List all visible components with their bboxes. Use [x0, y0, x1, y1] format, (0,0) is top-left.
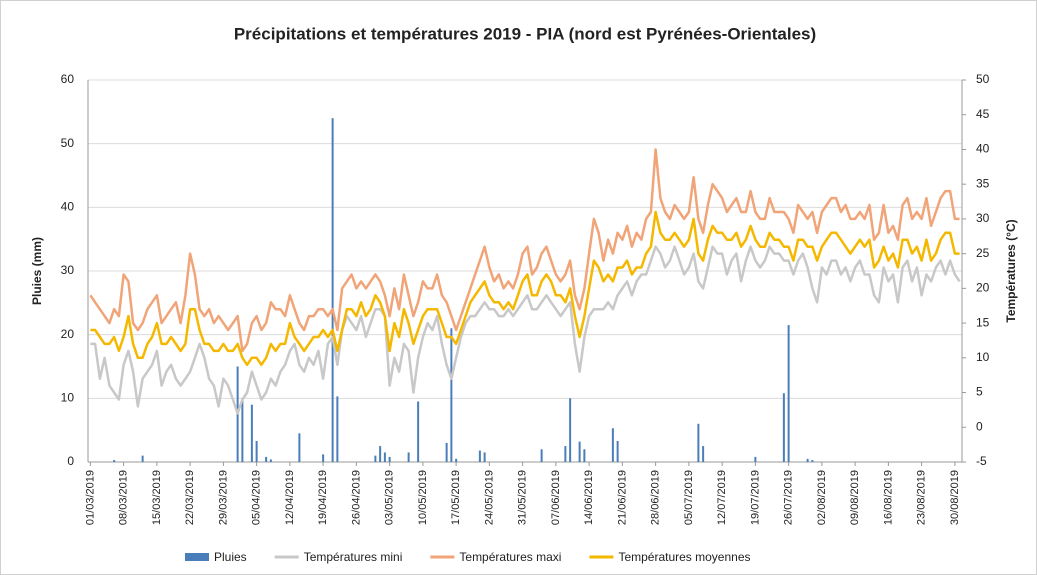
x-tick-label: 02/08/2019	[816, 470, 828, 525]
x-tick-label: 21/06/2019	[616, 470, 628, 525]
x-tick-label: 05/04/2019	[251, 470, 263, 525]
x-tick-label: 29/03/2019	[217, 470, 229, 525]
rain-bar	[331, 118, 334, 462]
y-tick-label: 0	[67, 454, 74, 468]
rain-bar	[250, 404, 253, 462]
rain-bar	[611, 428, 614, 462]
y2-tick-label: 10	[976, 350, 990, 364]
x-tick-label: 14/06/2019	[583, 470, 595, 525]
x-tick-label: 23/08/2019	[916, 470, 928, 525]
rain-bar	[782, 393, 785, 462]
rain-bar	[407, 452, 410, 462]
rain-bar	[445, 442, 448, 462]
x-tick-label: 08/03/2019	[118, 470, 130, 525]
y-tick-label: 60	[61, 72, 75, 86]
y-tick-label: 40	[61, 200, 75, 214]
rain-bar	[322, 454, 325, 462]
x-tick-label: 19/07/2019	[749, 470, 761, 525]
y-tick-label: 30	[61, 263, 75, 277]
x-tick-label: 19/04/2019	[317, 470, 329, 525]
legend-label: Températures moyennes	[618, 550, 750, 564]
rain-bar	[540, 449, 543, 462]
x-tick-label: 16/08/2019	[882, 470, 894, 525]
x-tick-label: 26/07/2019	[783, 470, 795, 525]
y2-tick-label: -5	[976, 454, 987, 468]
rain-bar	[383, 452, 386, 462]
y2-tick-label: 15	[976, 315, 990, 329]
x-tick-label: 22/03/2019	[184, 470, 196, 525]
rain-bar	[265, 456, 268, 462]
rain-bar	[450, 328, 453, 462]
rain-bar	[298, 433, 301, 462]
rain-bar	[269, 459, 272, 462]
y2-tick-label: 5	[976, 385, 983, 399]
x-tick-label: 26/04/2019	[350, 470, 362, 525]
legend-swatch	[185, 553, 209, 561]
rain-bar	[417, 401, 420, 462]
x-tick-label: 30/08/2019	[949, 470, 961, 525]
x-tick-label: 03/05/2019	[384, 470, 396, 525]
x-tick-label: 24/05/2019	[483, 470, 495, 525]
rain-bar	[564, 446, 567, 462]
y-tick-label: 50	[61, 136, 75, 150]
x-tick-label: 01/03/2019	[84, 470, 96, 525]
rain-bar	[702, 446, 705, 462]
rain-bar	[141, 455, 144, 462]
rain-bar	[806, 458, 809, 462]
temperature-line	[90, 210, 960, 367]
rain-bar	[336, 396, 339, 462]
x-tick-label: 15/03/2019	[151, 470, 163, 525]
rain-bar	[787, 325, 790, 462]
legend-label: Températures mini	[304, 550, 403, 564]
rain-bar	[113, 460, 116, 462]
temperature-line	[90, 245, 961, 415]
y2-tick-label: 0	[976, 419, 983, 433]
rain-bar	[616, 440, 619, 462]
rain-bar	[811, 460, 814, 462]
y-axis-label: Pluies (mm)	[30, 237, 44, 305]
rain-bar	[241, 398, 244, 462]
rain-bar	[255, 440, 258, 462]
rain-bar	[374, 455, 377, 462]
y2-tick-label: 20	[976, 281, 990, 295]
legend-label: Températures maxi	[459, 550, 561, 564]
rain-bar	[569, 398, 572, 462]
y-tick-label: 10	[61, 391, 75, 405]
rain-bar	[583, 449, 586, 462]
rain-bar	[483, 452, 486, 462]
y2-tick-label: 45	[976, 107, 990, 121]
rain-bar	[754, 456, 757, 462]
rain-bar	[578, 441, 581, 462]
rain-bar	[388, 456, 391, 462]
rain-bar	[455, 458, 458, 462]
y-tick-label: 20	[61, 327, 75, 341]
rain-bar	[478, 450, 481, 462]
x-tick-label: 12/04/2019	[284, 470, 296, 525]
x-tick-label: 05/07/2019	[683, 470, 695, 525]
x-tick-label: 31/05/2019	[517, 470, 529, 525]
x-tick-label: 07/06/2019	[550, 470, 562, 525]
x-tick-label: 09/08/2019	[849, 470, 861, 525]
x-tick-label: 10/05/2019	[417, 470, 429, 525]
y2-tick-label: 30	[976, 211, 990, 225]
rain-bar	[379, 446, 382, 462]
legend-label: Pluies	[214, 550, 247, 564]
y2-axis-label: Températures (°C)	[1004, 219, 1018, 322]
y2-tick-label: 25	[976, 246, 990, 260]
y2-tick-label: 35	[976, 176, 990, 190]
temperature-line	[89, 148, 960, 353]
x-tick-label: 17/05/2019	[450, 470, 462, 525]
y2-tick-label: 40	[976, 142, 990, 156]
rain-bar	[697, 423, 700, 462]
chart-title: Précipitations et températures 2019 - PI…	[234, 24, 816, 43]
y2-tick-label: 50	[976, 72, 990, 86]
x-tick-label: 12/07/2019	[716, 470, 728, 525]
x-tick-label: 28/06/2019	[650, 470, 662, 525]
